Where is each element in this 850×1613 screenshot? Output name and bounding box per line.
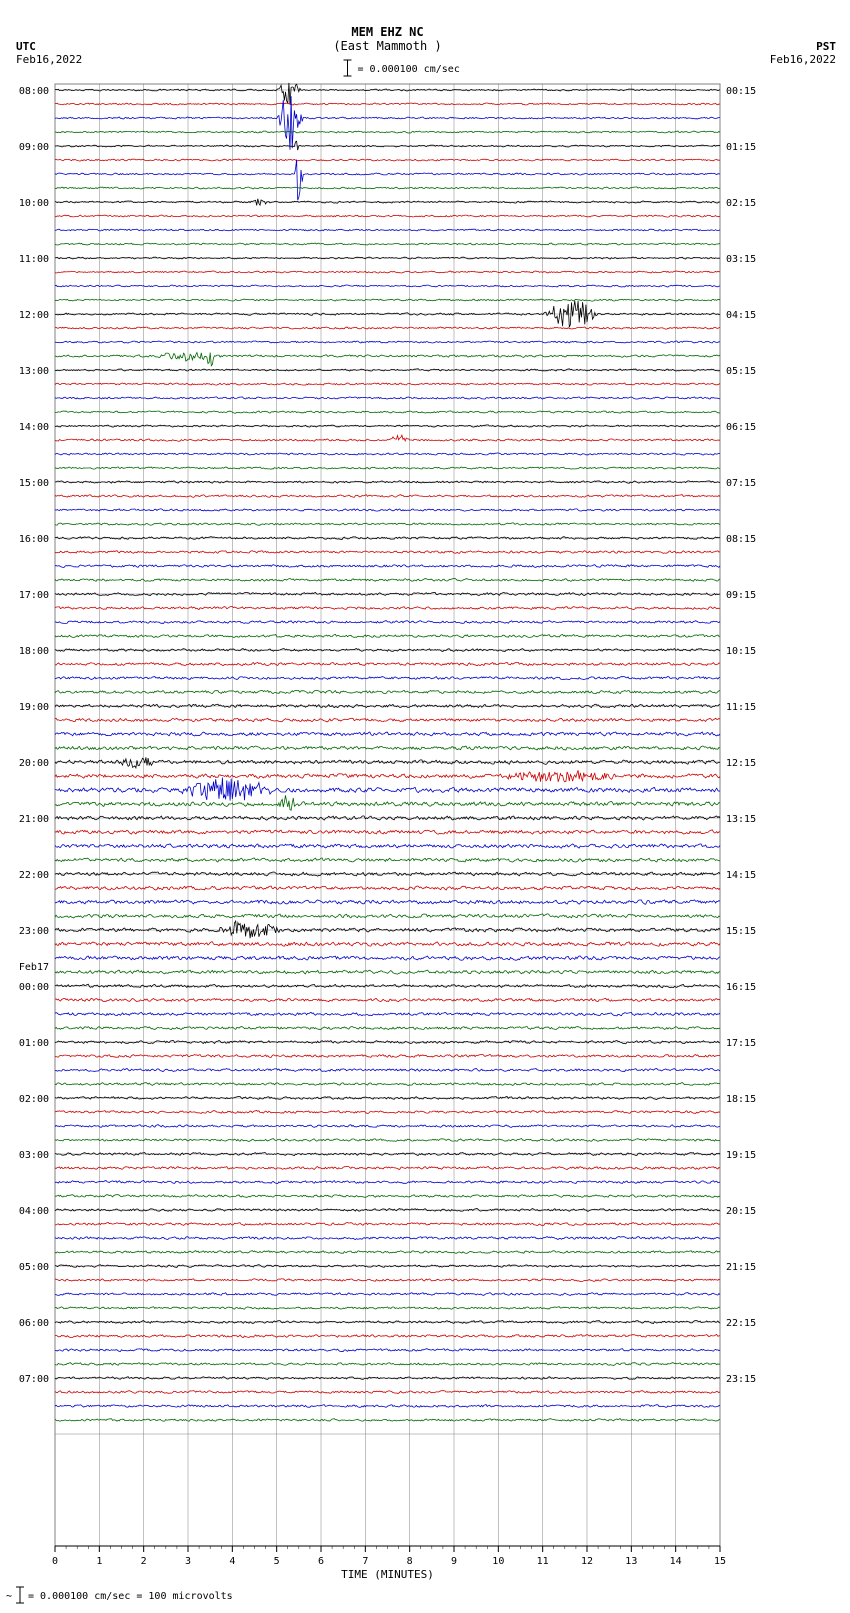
left-time-label: 12:00 bbox=[19, 310, 49, 321]
left-time-label: 07:00 bbox=[19, 1374, 49, 1385]
left-time-label: 00:00 bbox=[19, 982, 49, 993]
right-time-label: 08:15 bbox=[726, 534, 756, 545]
scale-label: = 0.000100 cm/sec bbox=[358, 64, 460, 75]
svg-text:1: 1 bbox=[96, 1556, 102, 1567]
right-time-label: 20:15 bbox=[726, 1206, 756, 1217]
left-time-label: 16:00 bbox=[19, 534, 49, 545]
right-time-label: 10:15 bbox=[726, 646, 756, 657]
left-time-label: 17:00 bbox=[19, 590, 49, 601]
left-time-label: 18:00 bbox=[19, 646, 49, 657]
svg-text:5: 5 bbox=[274, 1556, 280, 1567]
left-time-label: 04:00 bbox=[19, 1206, 49, 1217]
left-tz: UTC bbox=[16, 40, 36, 53]
right-time-label: 19:15 bbox=[726, 1150, 756, 1161]
left-time-label: 06:00 bbox=[19, 1318, 49, 1329]
svg-text:∼: ∼ bbox=[6, 1591, 12, 1602]
right-time-label: 16:15 bbox=[726, 982, 756, 993]
left-time-label: Feb17 bbox=[19, 962, 49, 973]
left-time-label: 23:00 bbox=[19, 926, 49, 937]
seismogram-container: MEM EHZ NC(East Mammoth ) = 0.000100 cm/s… bbox=[0, 0, 850, 1613]
left-time-label: 20:00 bbox=[19, 758, 49, 769]
right-time-label: 21:15 bbox=[726, 1262, 756, 1273]
right-time-label: 17:15 bbox=[726, 1038, 756, 1049]
right-tz: PST bbox=[816, 40, 836, 53]
footer-conversion: = 0.000100 cm/sec = 100 microvolts bbox=[28, 1591, 233, 1602]
left-time-label: 10:00 bbox=[19, 198, 49, 209]
left-time-label: 14:00 bbox=[19, 422, 49, 433]
station-name: (East Mammoth ) bbox=[333, 39, 441, 53]
left-time-label: 11:00 bbox=[19, 254, 49, 265]
svg-text:15: 15 bbox=[714, 1556, 726, 1567]
svg-text:14: 14 bbox=[670, 1556, 682, 1567]
right-date: Feb16,2022 bbox=[770, 53, 836, 66]
right-time-label: 12:15 bbox=[726, 758, 756, 769]
left-time-label: 19:00 bbox=[19, 702, 49, 713]
right-time-label: 11:15 bbox=[726, 702, 756, 713]
svg-text:8: 8 bbox=[407, 1556, 413, 1567]
right-time-label: 03:15 bbox=[726, 254, 756, 265]
right-time-label: 18:15 bbox=[726, 1094, 756, 1105]
seismogram-svg: MEM EHZ NC(East Mammoth ) = 0.000100 cm/s… bbox=[0, 0, 850, 1613]
left-time-label: 09:00 bbox=[19, 142, 49, 153]
left-time-label: 01:00 bbox=[19, 1038, 49, 1049]
left-time-label: 15:00 bbox=[19, 478, 49, 489]
right-time-label: 05:15 bbox=[726, 366, 756, 377]
left-time-label: 02:00 bbox=[19, 1094, 49, 1105]
right-time-label: 01:15 bbox=[726, 142, 756, 153]
svg-text:12: 12 bbox=[581, 1556, 593, 1567]
right-time-label: 14:15 bbox=[726, 870, 756, 881]
svg-text:11: 11 bbox=[537, 1556, 549, 1567]
left-time-label: 13:00 bbox=[19, 366, 49, 377]
left-date: Feb16,2022 bbox=[16, 53, 82, 66]
svg-text:6: 6 bbox=[318, 1556, 324, 1567]
right-time-label: 09:15 bbox=[726, 590, 756, 601]
x-axis-label: TIME (MINUTES) bbox=[341, 1568, 434, 1581]
right-time-label: 13:15 bbox=[726, 814, 756, 825]
left-time-label: 21:00 bbox=[19, 814, 49, 825]
left-time-label: 08:00 bbox=[19, 86, 49, 97]
svg-text:13: 13 bbox=[625, 1556, 637, 1567]
svg-text:7: 7 bbox=[362, 1556, 368, 1567]
svg-text:3: 3 bbox=[185, 1556, 191, 1567]
right-time-label: 22:15 bbox=[726, 1318, 756, 1329]
right-time-label: 07:15 bbox=[726, 478, 756, 489]
svg-text:9: 9 bbox=[451, 1556, 457, 1567]
right-time-label: 00:15 bbox=[726, 86, 756, 97]
left-time-label: 22:00 bbox=[19, 870, 49, 881]
right-time-label: 06:15 bbox=[726, 422, 756, 433]
svg-text:2: 2 bbox=[141, 1556, 147, 1567]
station-code: MEM EHZ NC bbox=[351, 25, 423, 39]
right-time-label: 04:15 bbox=[726, 310, 756, 321]
left-time-label: 03:00 bbox=[19, 1150, 49, 1161]
left-time-label: 05:00 bbox=[19, 1262, 49, 1273]
right-time-label: 23:15 bbox=[726, 1374, 756, 1385]
right-time-label: 15:15 bbox=[726, 926, 756, 937]
svg-text:4: 4 bbox=[229, 1556, 235, 1567]
right-time-label: 02:15 bbox=[726, 198, 756, 209]
svg-text:0: 0 bbox=[52, 1556, 58, 1567]
svg-text:10: 10 bbox=[492, 1556, 504, 1567]
